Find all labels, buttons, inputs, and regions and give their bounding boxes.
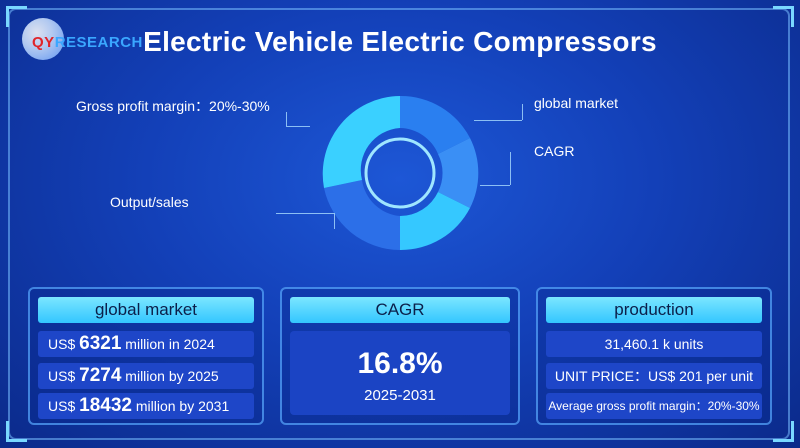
unit-price: UNIT PRICE：US$ 201 per unit — [546, 363, 762, 389]
globe-icon — [22, 18, 64, 60]
corner-ornament — [6, 421, 27, 442]
output-sales-label: Output/sales — [110, 194, 189, 210]
production-units: 31,460.1 k units — [546, 331, 762, 357]
qyresearch-logo: QYRESEARCH — [18, 18, 142, 68]
leader-line — [286, 126, 310, 127]
global-market-panel: global market US$ 6321 million in 2024 U… — [28, 287, 264, 425]
leader-line — [276, 213, 334, 214]
corner-ornament — [773, 6, 794, 27]
cagr-value: 16.8% — [357, 347, 443, 380]
outer-frame — [8, 8, 790, 440]
leader-line — [474, 120, 522, 121]
cagr-panel: CAGR 16.8% 2025-2031 — [280, 287, 520, 425]
donut-graphic — [322, 95, 479, 251]
panel-header: production — [546, 297, 762, 323]
gross-profit-label: Gross profit margin：20%-30% — [76, 98, 270, 114]
market-row: US$ 18432 million by 2031 — [38, 393, 254, 419]
corner-ornament — [773, 421, 794, 442]
global-market-label: global market — [534, 95, 619, 111]
gross-margin: Average gross profit margin：20%-30% — [546, 393, 762, 419]
cagr-box: 16.8% 2025-2031 — [290, 331, 510, 415]
panel-header: global market — [38, 297, 254, 323]
cagr-label: CAGR — [534, 143, 575, 159]
leader-line — [480, 185, 510, 186]
leader-line — [286, 112, 287, 126]
logo-text: QYRESEARCH — [32, 34, 143, 51]
market-row: US$ 6321 million in 2024 — [38, 331, 254, 357]
leader-line — [522, 104, 523, 120]
leader-line — [334, 213, 335, 229]
production-panel: production 31,460.1 k units UNIT PRICE：U… — [536, 287, 772, 425]
market-row: US$ 7274 million by 2025 — [38, 363, 254, 389]
panel-header: CAGR — [290, 297, 510, 323]
cagr-period: 2025-2031 — [364, 387, 436, 404]
page-title: Electric Vehicle Electric Compressors — [143, 26, 657, 57]
leader-line — [510, 152, 511, 185]
corner-ornament — [6, 6, 27, 27]
